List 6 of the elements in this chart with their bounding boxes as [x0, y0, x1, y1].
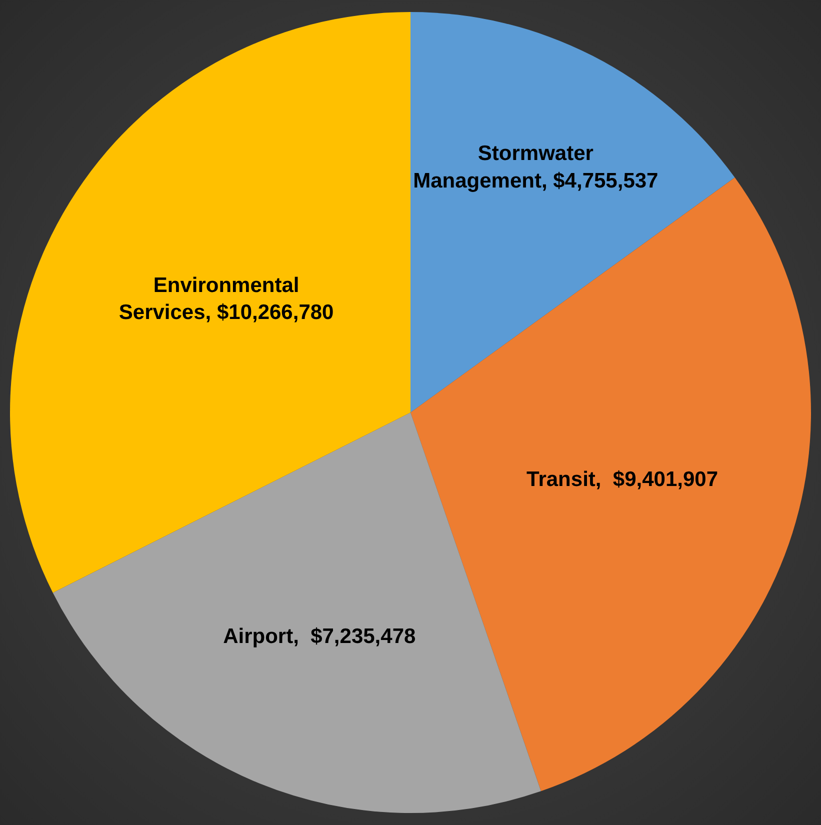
slice-label: Transit, $9,401,907: [526, 468, 718, 491]
slice-label: Environmental Services, $10,266,780: [118, 274, 334, 324]
slice-label: Stormwater Management, $4,755,537: [413, 142, 658, 192]
slice-label: Airport, $7,235,478: [223, 624, 416, 648]
pie-slice: [10, 12, 410, 593]
pie-slice: [410, 12, 735, 412]
